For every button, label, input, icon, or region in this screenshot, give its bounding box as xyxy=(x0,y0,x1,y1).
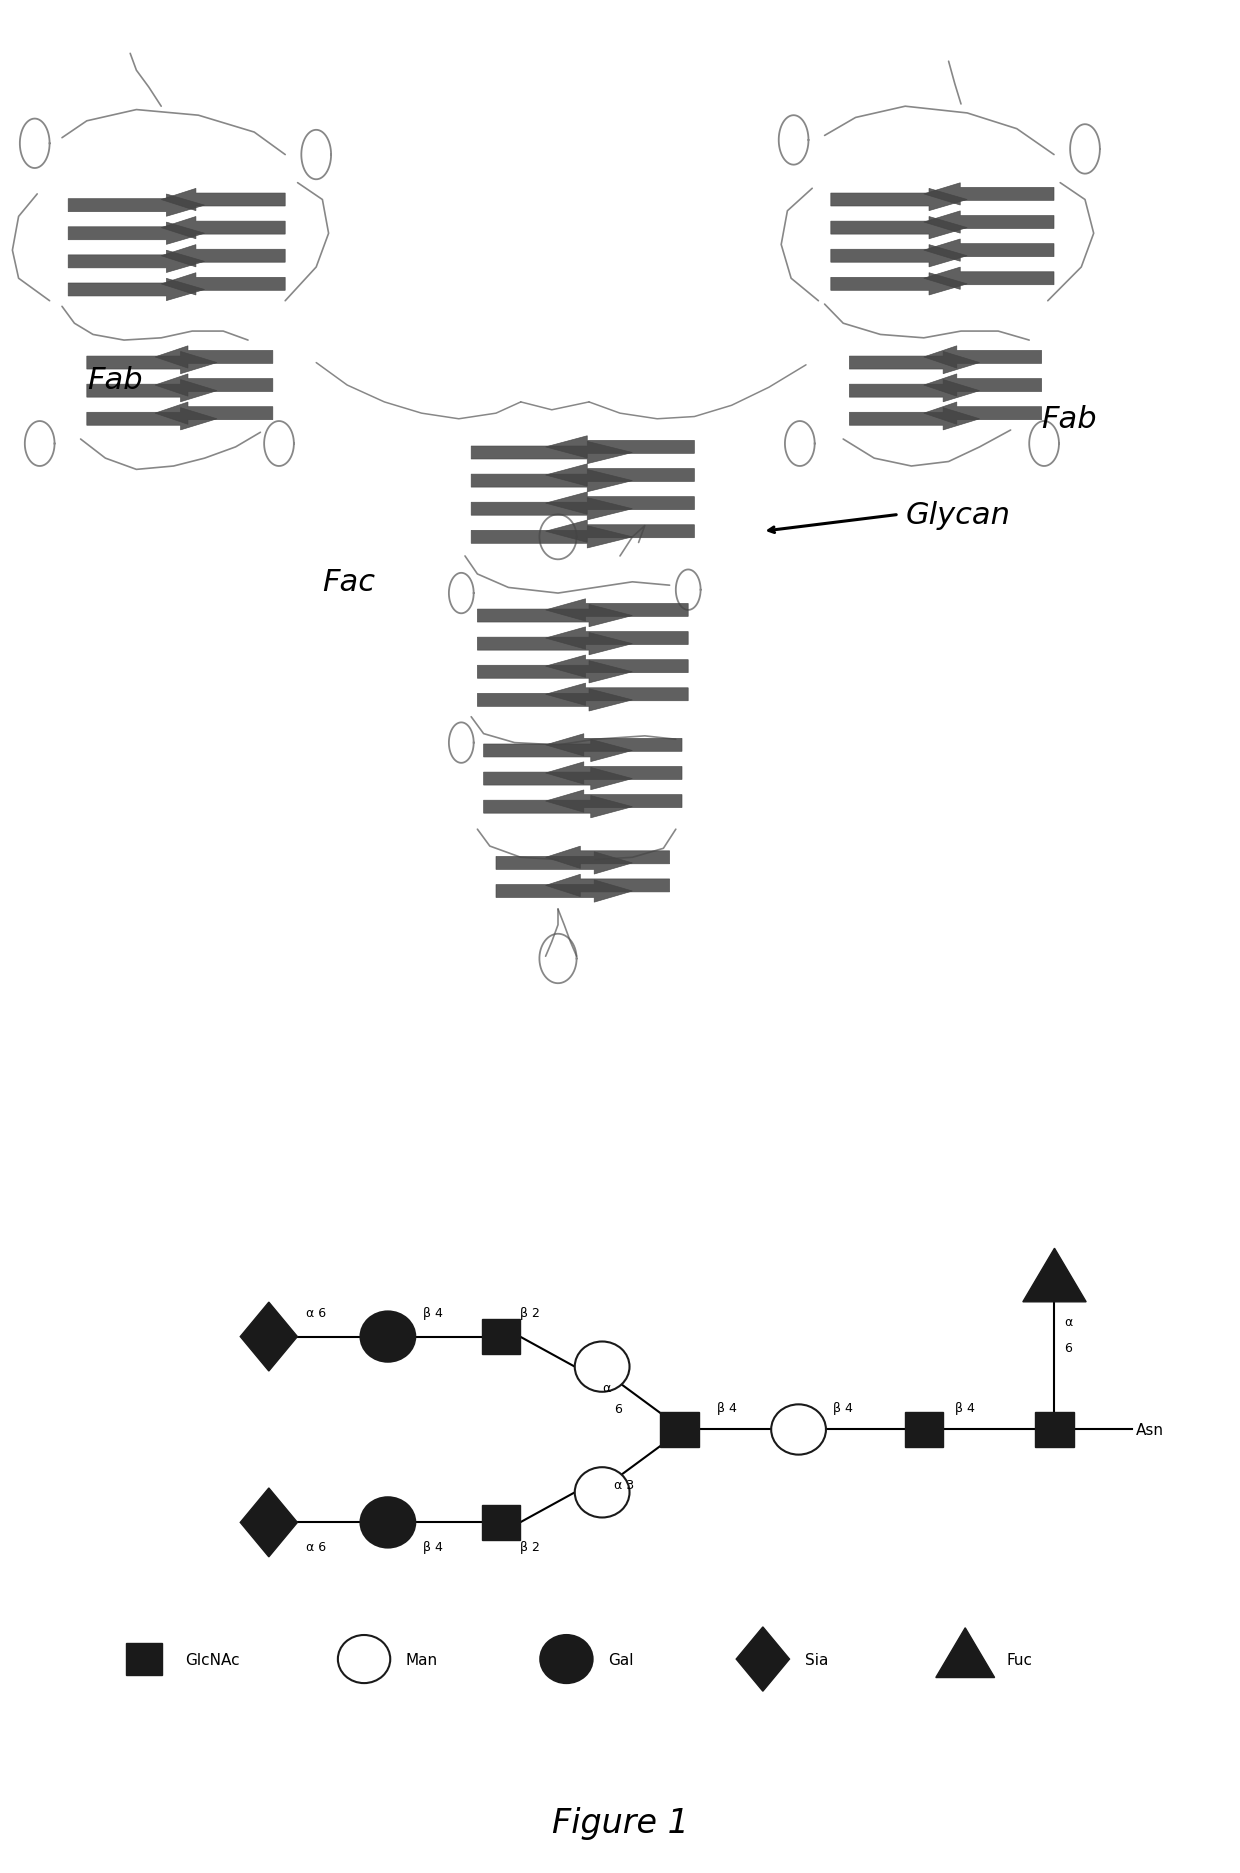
Circle shape xyxy=(575,1341,630,1392)
Polygon shape xyxy=(241,1489,298,1556)
Polygon shape xyxy=(546,521,694,543)
Polygon shape xyxy=(484,740,632,762)
Polygon shape xyxy=(155,403,273,425)
Polygon shape xyxy=(849,408,980,431)
Polygon shape xyxy=(831,217,967,240)
Polygon shape xyxy=(924,375,1042,397)
Polygon shape xyxy=(924,268,1054,290)
Text: α: α xyxy=(603,1380,610,1394)
Text: β 4: β 4 xyxy=(833,1401,853,1414)
Polygon shape xyxy=(924,184,1054,206)
Text: α 6: α 6 xyxy=(306,1540,326,1553)
Polygon shape xyxy=(546,847,670,869)
Circle shape xyxy=(361,1311,415,1362)
Polygon shape xyxy=(546,875,670,897)
Bar xyxy=(482,1319,520,1354)
Polygon shape xyxy=(68,251,205,273)
Text: Gal: Gal xyxy=(608,1652,634,1667)
Polygon shape xyxy=(477,605,632,627)
Polygon shape xyxy=(737,1628,790,1691)
Polygon shape xyxy=(546,465,694,487)
Polygon shape xyxy=(241,1302,298,1371)
Text: β 2: β 2 xyxy=(521,1540,541,1553)
Polygon shape xyxy=(546,493,694,515)
Polygon shape xyxy=(68,223,205,245)
Polygon shape xyxy=(471,498,632,521)
Circle shape xyxy=(337,1635,391,1684)
Bar xyxy=(126,1643,161,1676)
Text: Fab: Fab xyxy=(87,365,143,395)
Text: β 4: β 4 xyxy=(955,1401,975,1414)
Circle shape xyxy=(361,1498,415,1547)
Polygon shape xyxy=(155,347,273,369)
Text: 6: 6 xyxy=(1064,1341,1071,1354)
Circle shape xyxy=(771,1405,826,1455)
Polygon shape xyxy=(936,1628,994,1678)
Circle shape xyxy=(541,1635,593,1684)
Text: Fuc: Fuc xyxy=(1007,1652,1033,1667)
Polygon shape xyxy=(546,599,688,622)
Text: Figure 1: Figure 1 xyxy=(552,1806,688,1839)
Text: Fab: Fab xyxy=(1042,405,1097,435)
Polygon shape xyxy=(155,375,273,397)
Polygon shape xyxy=(924,347,1042,369)
Polygon shape xyxy=(546,656,688,678)
Text: GlcNAc: GlcNAc xyxy=(186,1652,241,1667)
Polygon shape xyxy=(484,796,632,819)
Polygon shape xyxy=(87,408,217,431)
Text: β 4: β 4 xyxy=(423,1540,443,1553)
Polygon shape xyxy=(546,790,682,813)
Polygon shape xyxy=(477,661,632,684)
Polygon shape xyxy=(87,352,217,375)
Polygon shape xyxy=(161,217,285,240)
Polygon shape xyxy=(849,352,980,375)
Polygon shape xyxy=(68,195,205,217)
Polygon shape xyxy=(496,880,632,903)
Bar xyxy=(1035,1412,1074,1448)
Polygon shape xyxy=(831,245,967,268)
Polygon shape xyxy=(471,442,632,465)
Bar xyxy=(482,1506,520,1540)
Polygon shape xyxy=(161,273,285,296)
Polygon shape xyxy=(924,212,1054,234)
Polygon shape xyxy=(471,470,632,493)
Text: α 6: α 6 xyxy=(306,1305,326,1319)
Polygon shape xyxy=(924,403,1042,425)
Polygon shape xyxy=(546,627,688,650)
Text: β 4: β 4 xyxy=(423,1305,443,1319)
Polygon shape xyxy=(161,245,285,268)
Polygon shape xyxy=(546,684,688,706)
Text: β 2: β 2 xyxy=(521,1305,541,1319)
Text: β 4: β 4 xyxy=(717,1401,737,1414)
Text: α 3: α 3 xyxy=(614,1478,634,1491)
Polygon shape xyxy=(68,279,205,302)
Polygon shape xyxy=(546,734,682,757)
Polygon shape xyxy=(477,633,632,656)
Text: Asn: Asn xyxy=(1136,1422,1163,1437)
Polygon shape xyxy=(831,273,967,296)
Text: α: α xyxy=(1064,1315,1073,1328)
Text: Fac: Fac xyxy=(322,568,376,597)
Text: Glycan: Glycan xyxy=(905,500,1011,530)
Polygon shape xyxy=(924,240,1054,262)
Polygon shape xyxy=(471,526,632,549)
Polygon shape xyxy=(1023,1249,1086,1302)
Polygon shape xyxy=(546,762,682,785)
Polygon shape xyxy=(87,380,217,403)
Bar xyxy=(904,1412,942,1448)
Text: Man: Man xyxy=(405,1652,438,1667)
Polygon shape xyxy=(477,689,632,712)
Polygon shape xyxy=(849,380,980,403)
Polygon shape xyxy=(496,852,632,875)
Polygon shape xyxy=(161,189,285,212)
Text: Sia: Sia xyxy=(805,1652,828,1667)
Polygon shape xyxy=(831,189,967,212)
Text: 6: 6 xyxy=(614,1403,622,1416)
Circle shape xyxy=(575,1467,630,1517)
Polygon shape xyxy=(484,768,632,790)
Polygon shape xyxy=(546,436,694,459)
Bar xyxy=(661,1412,698,1448)
